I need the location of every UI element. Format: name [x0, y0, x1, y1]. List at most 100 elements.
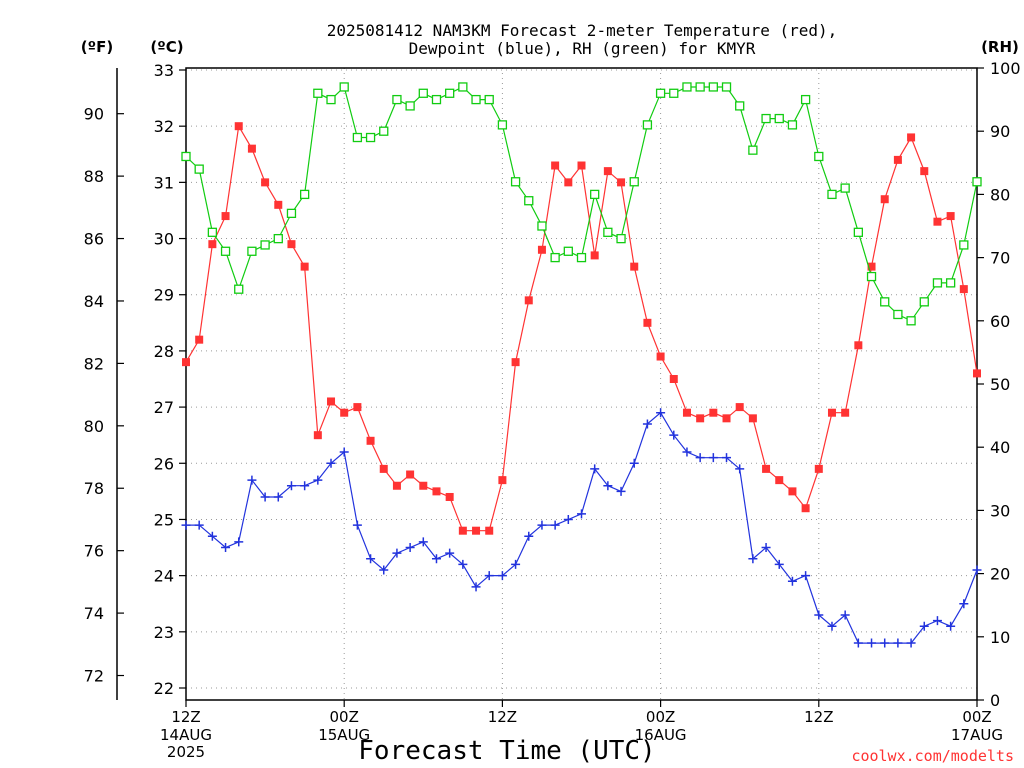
celsius-tick-label: 22: [154, 679, 174, 698]
temperature-line: [185, 124, 978, 532]
credit-text: coolwx.com/modelts: [851, 747, 1014, 765]
dewpoint-point: [286, 481, 296, 491]
temperature-point: [313, 431, 322, 440]
dewpoint-point: [761, 543, 771, 553]
temperature-point: [696, 414, 705, 423]
rh-tick-label: 70: [990, 249, 1010, 268]
temperature-point: [221, 212, 230, 221]
celsius-tick-label: 32: [154, 117, 174, 136]
rh-point: [207, 227, 218, 237]
celsius-tick-label: 27: [154, 398, 174, 417]
temperature-point: [841, 408, 850, 417]
rh-tick-label: 10: [990, 628, 1010, 647]
rh-point: [735, 101, 745, 111]
fahrenheit-tick-label: 76: [84, 542, 104, 561]
temperature-point: [669, 375, 678, 383]
dewpoint-point: [326, 458, 336, 468]
rh-point: [853, 227, 863, 237]
fahrenheit-tick-label: 88: [84, 167, 104, 186]
rh-point: [299, 189, 310, 200]
rh-point: [761, 113, 771, 124]
time-tick-year-label: 2025: [167, 743, 205, 761]
dewpoint-point: [590, 464, 600, 474]
rh-point: [484, 94, 494, 105]
temperature-point: [445, 492, 454, 501]
celsius-tick-label: 25: [154, 510, 174, 529]
dewpoint-point: [392, 548, 402, 558]
rh-tick-label: 20: [990, 565, 1010, 584]
temperature-point: [748, 414, 757, 423]
dewpoint-line: [186, 411, 978, 644]
rh-point: [234, 284, 244, 294]
temperature-point: [353, 403, 362, 412]
dewpoint-point: [273, 492, 283, 502]
dewpoint-point: [221, 543, 231, 553]
temperature-point: [656, 352, 665, 361]
rh-point: [959, 240, 969, 250]
temperature-point: [577, 161, 586, 170]
temperature-point: [617, 178, 626, 187]
rh-point: [919, 297, 929, 307]
unit-fahrenheit: (ºF): [81, 38, 113, 56]
rh-point: [392, 94, 402, 105]
celsius-tick-label: 31: [154, 173, 174, 192]
dewpoint-point: [840, 610, 850, 620]
temperature-point: [827, 408, 836, 417]
fahrenheit-tick-label: 82: [84, 354, 104, 373]
rh-point: [906, 316, 916, 326]
rh-point: [510, 177, 521, 187]
rh-point: [590, 189, 600, 200]
temperature-point: [788, 487, 797, 496]
rh-point: [524, 196, 534, 206]
celsius-tick-label: 28: [154, 342, 174, 361]
temperature-point: [182, 358, 190, 367]
temperature-point: [498, 476, 507, 485]
temperature-point: [274, 200, 283, 209]
celsius-tick-label: 24: [154, 567, 174, 586]
dewpoint-point: [919, 621, 929, 631]
rh-point: [814, 151, 824, 162]
dewpoint-point: [563, 514, 573, 524]
temperature-point: [327, 397, 336, 406]
celsius-tick-label: 30: [154, 230, 174, 249]
dewpoint-point: [445, 548, 455, 558]
temperature-point: [195, 335, 204, 344]
temperature-point: [261, 178, 270, 187]
temperature-point: [537, 245, 546, 254]
temperature-point: [590, 251, 599, 260]
rh-point: [326, 94, 336, 105]
temperature-point: [880, 195, 889, 204]
fahrenheit-tick-label: 86: [84, 230, 104, 249]
rh-point: [418, 88, 428, 98]
dewpoint-point: [722, 453, 732, 463]
temperature-point: [287, 240, 296, 249]
temperature-point: [234, 122, 243, 131]
rh-point: [932, 278, 943, 288]
temperature-point: [603, 167, 612, 176]
temperature-point: [854, 341, 863, 350]
temperature-point: [485, 526, 494, 535]
temperature-point: [893, 155, 902, 164]
rh-tick-label: 50: [990, 375, 1010, 394]
rh-point: [537, 221, 547, 231]
dewpoint-point: [247, 475, 257, 485]
rh-point: [708, 82, 718, 92]
rh-tick-label: 0: [990, 691, 1000, 710]
dewpoint-point: [853, 638, 863, 648]
rh-point: [365, 132, 376, 143]
dewpoint-point: [603, 481, 613, 491]
rh-point: [220, 246, 231, 256]
rh-point: [616, 233, 626, 244]
dewpoint-point: [497, 571, 507, 581]
dewpoint-point: [932, 616, 942, 626]
rh-point: [642, 120, 653, 130]
time-tick-date-label: 14AUG: [160, 726, 212, 744]
temperature-point: [247, 144, 256, 153]
dewpoint-point: [972, 565, 982, 575]
temperature-point: [551, 161, 560, 170]
rh-point: [181, 151, 191, 162]
dewpoint-point: [774, 559, 784, 569]
dewpoint-point: [458, 559, 468, 569]
dewpoint-point: [708, 453, 718, 463]
